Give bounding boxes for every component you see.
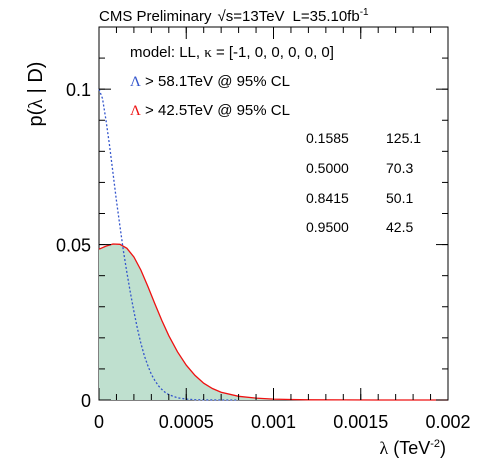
quantile-value: 0.9500 bbox=[306, 219, 349, 235]
blue-dotted-curve bbox=[98, 88, 239, 401]
y-tick-label: 0.05 bbox=[56, 236, 91, 256]
blue-lambda-symbol: Λ bbox=[130, 74, 141, 90]
limit-value: 70.3 bbox=[386, 160, 413, 176]
quantile-table: 0.1585 125.1 0.5000 70.3 0.8415 50.1 0.9… bbox=[306, 130, 421, 235]
limit-value: 50.1 bbox=[386, 190, 413, 206]
limit-value: 42.5 bbox=[386, 219, 413, 235]
x-tick-label: 0 bbox=[94, 412, 104, 432]
x-tick-label: 0.0005 bbox=[159, 412, 214, 432]
red-limit-label: Λ > 42.5TeV @ 95% CL bbox=[130, 102, 290, 119]
quantile-value: 0.8415 bbox=[306, 190, 349, 206]
limit-value: 125.1 bbox=[386, 130, 421, 146]
quantile-value: 0.1585 bbox=[306, 130, 349, 146]
quantile-value: 0.5000 bbox=[306, 160, 349, 176]
experiment-label: CMS Preliminary bbox=[99, 8, 212, 25]
y-axis-title: p(λ | D) bbox=[25, 62, 47, 127]
blue-limit-label: Λ > 58.1TeV @ 95% CL bbox=[130, 73, 290, 90]
x-axis-title: λ (TeV-2) bbox=[379, 438, 446, 458]
x-tick-label: 0.0015 bbox=[333, 412, 388, 432]
y-tick-label: 0 bbox=[81, 391, 91, 411]
header-text: CMS Preliminary √s=13TeV L=35.10fb-1 bbox=[99, 7, 369, 25]
y-tick-label: 0.1 bbox=[66, 80, 91, 100]
red-solid-curve bbox=[98, 243, 448, 401]
x-tick-label: 0.001 bbox=[251, 412, 296, 432]
x-tick-label: 0.002 bbox=[425, 412, 470, 432]
model-label: model: LL, κ = [-1, 0, 0, 0, 0, 0] bbox=[130, 44, 334, 61]
lumi-exponent: -1 bbox=[360, 7, 369, 18]
posterior-fill-area bbox=[99, 244, 448, 400]
lumi-label: L=35.10fb bbox=[293, 8, 360, 25]
red-lambda-symbol: Λ bbox=[130, 103, 141, 119]
energy-label: s=13TeV bbox=[226, 8, 285, 25]
sqrt-symbol: √ bbox=[218, 8, 227, 25]
curves-layer bbox=[98, 88, 448, 401]
kappa-symbol: κ bbox=[204, 45, 212, 61]
ticks-layer: 0 0.0005 0.001 0.0015 0.002 0 0.05 0.1 bbox=[56, 26, 471, 432]
